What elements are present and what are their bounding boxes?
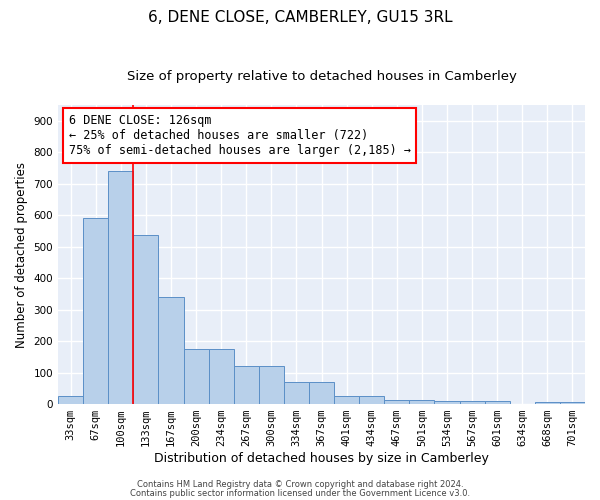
- Bar: [108, 171, 133, 404]
- Title: Size of property relative to detached houses in Camberley: Size of property relative to detached ho…: [127, 70, 517, 83]
- Text: 6, DENE CLOSE, CAMBERLEY, GU15 3RL: 6, DENE CLOSE, CAMBERLEY, GU15 3RL: [148, 10, 452, 25]
- Bar: [184, 348, 209, 404]
- Bar: [284, 382, 309, 404]
- Bar: [259, 366, 284, 404]
- Bar: [309, 382, 334, 404]
- Bar: [334, 396, 359, 404]
- Bar: [233, 366, 259, 404]
- Bar: [535, 402, 560, 404]
- Bar: [133, 235, 158, 404]
- X-axis label: Distribution of detached houses by size in Camberley: Distribution of detached houses by size …: [154, 452, 489, 465]
- Bar: [83, 218, 108, 404]
- Bar: [485, 401, 510, 404]
- Bar: [434, 401, 460, 404]
- Text: Contains HM Land Registry data © Crown copyright and database right 2024.: Contains HM Land Registry data © Crown c…: [137, 480, 463, 489]
- Bar: [384, 400, 409, 404]
- Bar: [158, 297, 184, 404]
- Bar: [560, 402, 585, 404]
- Bar: [460, 401, 485, 404]
- Y-axis label: Number of detached properties: Number of detached properties: [15, 162, 28, 348]
- Bar: [359, 396, 384, 404]
- Text: 6 DENE CLOSE: 126sqm
← 25% of detached houses are smaller (722)
75% of semi-deta: 6 DENE CLOSE: 126sqm ← 25% of detached h…: [68, 114, 410, 157]
- Bar: [409, 400, 434, 404]
- Bar: [209, 348, 233, 404]
- Text: Contains public sector information licensed under the Government Licence v3.0.: Contains public sector information licen…: [130, 488, 470, 498]
- Bar: [58, 396, 83, 404]
